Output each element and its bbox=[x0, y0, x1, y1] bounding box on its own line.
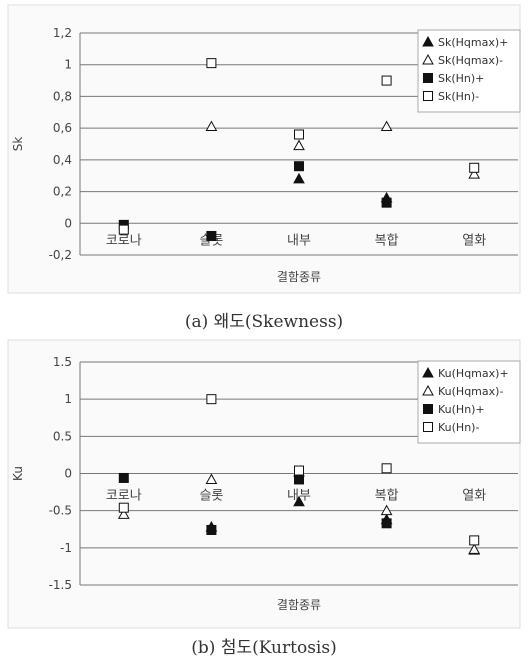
ku-legend bbox=[417, 360, 521, 444]
ku-data-point bbox=[381, 463, 392, 474]
ku-data-point bbox=[294, 474, 304, 485]
sk-data-point bbox=[206, 58, 217, 69]
sk-y-tick-label: 0,4 bbox=[53, 153, 72, 167]
sk-data-point bbox=[469, 162, 480, 173]
sk-legend-marker bbox=[423, 73, 433, 83]
sk-data-point bbox=[468, 168, 481, 179]
ku-legend-label: Ku(Hqmax)- bbox=[438, 385, 503, 398]
sk-legend-marker bbox=[423, 91, 433, 101]
kurtosis-chart-svg: 1.510.50-0.5-1-1.5코로나슬롯내부복합열화Ku결함종류Ku(Hq… bbox=[7, 339, 521, 629]
ku-category-label: 복합 bbox=[375, 489, 399, 504]
sk-data-point bbox=[205, 120, 218, 132]
ku-category-label: 코로나 bbox=[106, 489, 142, 504]
ku-legend-marker bbox=[423, 422, 433, 432]
ku-y-tick-label: 0 bbox=[64, 467, 72, 481]
sk-y-tick-label: -0,2 bbox=[49, 248, 72, 262]
ku-data-point bbox=[293, 495, 305, 507]
ku-data-point bbox=[205, 473, 218, 484]
sk-category-label: 내부 bbox=[287, 233, 311, 248]
ku-data-point bbox=[118, 502, 129, 513]
sk-legend-label: Sk(Hn)- bbox=[438, 90, 479, 103]
ku-y-tick-label: -1.5 bbox=[49, 578, 72, 592]
ku-y-tick-label: 0.5 bbox=[53, 429, 72, 443]
sk-data-point bbox=[293, 172, 305, 184]
sk-y-tick-label: 0,2 bbox=[53, 185, 72, 199]
kurtosis-chart: 1.510.50-0.5-1-1.5코로나슬롯내부복합열화Ku결함종류Ku(Hq… bbox=[0, 335, 528, 635]
sk-legend-label: Sk(Hqmax)+ bbox=[438, 36, 508, 49]
ku-data-point bbox=[294, 465, 304, 476]
sk-y-tick-label: 0,8 bbox=[53, 89, 72, 103]
skewness-caption: (a) 왜도(Skewness) bbox=[184, 312, 344, 332]
ku-category-label: 슬롯 bbox=[199, 489, 223, 504]
sk-data-point bbox=[293, 139, 305, 151]
sk-data-point bbox=[381, 75, 392, 86]
ku-y-axis-title: Ku bbox=[11, 466, 25, 481]
sk-y-tick-label: 0,6 bbox=[53, 121, 72, 135]
skewness-chart-svg: 1,210,80,60,40,20-0,2코로나슬롯내부복합열화Sk결함종류Sk… bbox=[7, 4, 521, 294]
sk-legend-marker bbox=[422, 35, 434, 47]
ku-data-point bbox=[117, 508, 130, 519]
ku-y-tick-label: -0.5 bbox=[49, 504, 72, 518]
sk-legend-marker bbox=[422, 53, 434, 65]
sk-x-axis-title: 결함종류 bbox=[277, 270, 321, 284]
ku-legend-label: Ku(Hqmax)+ bbox=[438, 367, 509, 380]
sk-data-point bbox=[294, 129, 304, 140]
sk-data-point bbox=[206, 230, 217, 241]
ku-x-axis-title: 결함종류 bbox=[277, 598, 321, 612]
ku-y-tick-label: -1 bbox=[60, 541, 72, 555]
kurtosis-caption: (b) 첨도(Kurtosis) bbox=[191, 638, 337, 658]
sk-y-axis-title: Sk bbox=[11, 137, 25, 152]
ku-data-point bbox=[206, 394, 217, 405]
ku-legend-marker bbox=[422, 366, 434, 378]
ku-y-tick-label: 1 bbox=[64, 392, 72, 406]
sk-legend-label: Sk(Hn)+ bbox=[438, 72, 484, 85]
ku-data-point bbox=[206, 524, 217, 535]
sk-legend-label: Sk(Hqmax)- bbox=[438, 54, 503, 67]
ku-data-point bbox=[468, 543, 481, 554]
ku-legend-marker bbox=[422, 384, 434, 396]
sk-data-point bbox=[118, 224, 129, 235]
sk-y-tick-label: 1,2 bbox=[53, 26, 72, 40]
sk-legend bbox=[417, 29, 521, 113]
sk-data-point bbox=[294, 161, 304, 172]
sk-category-label: 코로나 bbox=[106, 233, 142, 248]
sk-data-point bbox=[380, 120, 393, 132]
ku-data-point bbox=[469, 535, 480, 546]
ku-legend-label: Ku(Hn)+ bbox=[438, 403, 485, 416]
sk-category-label: 열화 bbox=[462, 233, 486, 248]
ku-category-label: 열화 bbox=[462, 489, 486, 504]
sk-y-tick-label: 0 bbox=[64, 216, 72, 230]
skewness-chart: 1,210,80,60,40,20-0,2코로나슬롯내부복합열화Sk결함종류Sk… bbox=[0, 0, 528, 300]
ku-data-point bbox=[118, 472, 129, 483]
sk-y-tick-label: 1 bbox=[64, 58, 72, 72]
ku-legend-label: Ku(Hn)- bbox=[438, 421, 479, 434]
sk-category-label: 복합 bbox=[375, 233, 399, 248]
ku-legend-marker bbox=[423, 404, 433, 414]
sk-data-point bbox=[381, 197, 392, 208]
ku-y-tick-label: 1.5 bbox=[53, 355, 72, 369]
ku-data-point bbox=[380, 504, 393, 516]
ku-data-point bbox=[381, 518, 392, 529]
